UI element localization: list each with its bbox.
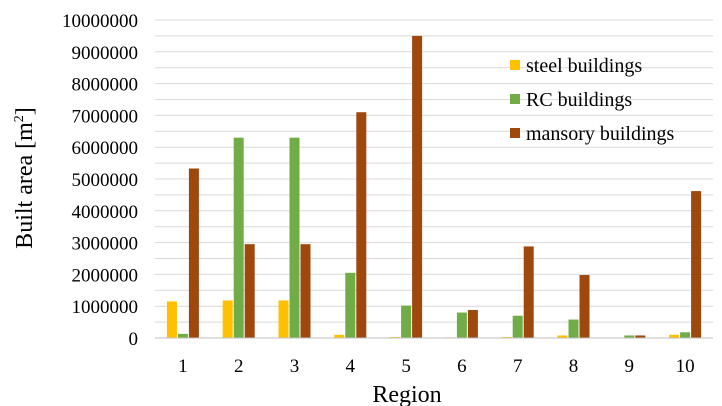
y-tick-label: 9000000 <box>72 43 139 64</box>
x-tick-label: 2 <box>234 356 244 377</box>
bar <box>300 244 311 338</box>
x-tick-label: 3 <box>290 356 300 377</box>
bars <box>166 35 702 339</box>
y-tick-label: 10000000 <box>62 11 138 32</box>
y-tick-label: 4000000 <box>72 202 139 223</box>
x-tick-labels: 1 2 3 4 5 6 7 8 9 10 <box>178 356 694 377</box>
x-tick-label: 6 <box>457 356 467 377</box>
bar <box>334 334 345 338</box>
bar <box>635 335 646 338</box>
y-tick-label: 1000000 <box>72 297 139 318</box>
bar <box>289 137 300 338</box>
x-tick-label: 1 <box>178 356 188 377</box>
bar <box>669 334 680 338</box>
x-axis-title: Region <box>372 382 441 406</box>
bar <box>467 310 478 338</box>
bar <box>278 300 289 338</box>
bar <box>401 305 412 338</box>
y-tick-label: 3000000 <box>72 234 139 255</box>
bar <box>345 272 356 338</box>
legend-swatch-steel <box>510 60 520 70</box>
y-axis-title-superscript: 2 <box>12 115 27 122</box>
bar <box>691 191 702 338</box>
bar <box>624 335 635 338</box>
y-tick-label: 2000000 <box>72 265 139 286</box>
bar <box>579 275 590 338</box>
y-tick-label: 0 <box>129 329 139 350</box>
legend-label-steel: steel buildings <box>526 55 642 77</box>
bar <box>456 312 467 338</box>
bar <box>244 244 255 338</box>
y-tick-label: 8000000 <box>72 75 139 96</box>
bar <box>222 300 233 338</box>
x-tick-label: 8 <box>569 356 579 377</box>
bar <box>177 333 188 338</box>
x-tick-label: 10 <box>676 356 695 377</box>
x-tick-label: 7 <box>513 356 523 377</box>
legend-swatch-masonry <box>510 128 520 138</box>
y-tick-label: 5000000 <box>72 170 139 191</box>
x-tick-label: 4 <box>346 356 356 377</box>
legend: steel buildings RC buildings mansory bui… <box>510 55 675 145</box>
bar <box>512 315 523 338</box>
x-tick-label: 9 <box>625 356 635 377</box>
x-tick-label: 5 <box>401 356 411 377</box>
y-tick-labels: 0 1000000 2000000 3000000 4000000 5000000 6000… <box>62 11 138 350</box>
bar <box>356 112 367 338</box>
y-tick-label: 6000000 <box>72 138 139 159</box>
bar <box>233 137 244 338</box>
bar <box>412 35 423 339</box>
legend-label-rc: RC buildings <box>526 89 632 111</box>
bar <box>568 319 579 338</box>
bar <box>557 335 568 338</box>
bar <box>188 168 199 338</box>
legend-label-masonry: mansory buildings <box>526 123 675 145</box>
bar <box>166 301 177 338</box>
y-tick-label: 7000000 <box>72 106 139 127</box>
y-axis-title: Built area [m2] <box>12 107 38 249</box>
bar <box>680 332 691 338</box>
legend-swatch-rc <box>510 94 520 104</box>
bar <box>523 246 534 338</box>
